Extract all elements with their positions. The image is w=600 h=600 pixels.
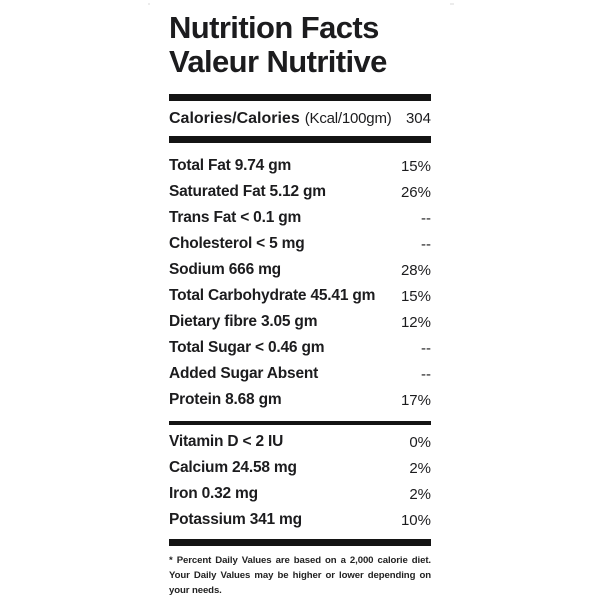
nutrient-label: Total Sugar < 0.46 gm [169,339,325,356]
nutrient-row-potassium: Potassium 341 mg 10% [169,507,431,533]
nutrient-row-iron: Iron 0.32 mg 2% [169,481,431,507]
nutrient-daily-value: 26% [400,183,431,201]
nutrient-row-vitamin-d: Vitamin D < 2 IU 0% [169,429,431,455]
nutrient-row-calcium: Calcium 24.58 mg 2% [169,455,431,481]
nutrient-daily-value: 2% [409,485,431,503]
nutrient-label: Total Fat 9.74 gm [169,157,292,174]
nutrient-row-added-sugar: Added Sugar Absent -- [169,361,431,387]
nutrient-daily-value: 15% [400,287,431,305]
nutrient-daily-value: 28% [400,261,431,279]
divider-bar-thick-bottom [169,539,431,546]
micronutrient-rows-section: Vitamin D < 2 IU 0% Calcium 24.58 mg 2% … [169,429,431,533]
nutrient-label: Potassium 341 mg [169,511,302,528]
divider-bar-thick-top [169,94,431,101]
nutrient-row-protein: Protein 8.68 gm 17% [169,387,431,413]
nutrient-label: Added Sugar Absent [169,365,319,382]
nutrient-row-total-sugar: Total Sugar < 0.46 gm -- [169,335,431,361]
nutrient-row-sodium: Sodium 666 mg 28% [169,257,431,283]
nutrient-daily-value: 10% [400,511,431,529]
nutrient-label: Iron 0.32 mg [169,485,258,502]
nutrient-daily-value: -- [421,365,431,383]
nutrient-label: Saturated Fat 5.12 gm [169,183,326,200]
nutrition-facts-label: Nutrition Facts Valeur Nutritive Calorie… [150,0,450,600]
calories-value: 304 [405,110,431,127]
nutrient-daily-value: 17% [400,391,431,409]
nutrient-label: Sodium 666 mg [169,261,281,278]
nutrient-row-cholesterol: Cholesterol < 5 mg -- [169,231,431,257]
nutrient-label: Vitamin D < 2 IU [169,433,284,450]
nutrient-daily-value: 12% [400,313,431,331]
calories-label: Calories/Calories [169,109,300,127]
nutrient-rows-section: Total Fat 9.74 gm 15% Saturated Fat 5.12… [169,153,431,413]
nutrient-daily-value: -- [421,209,431,227]
nutrient-daily-value: 2% [409,459,431,477]
nutrient-label: Cholesterol < 5 mg [169,235,305,252]
nutrient-label: Total Carbohydrate 45.41 gm [169,287,376,304]
nutrient-daily-value: 0% [409,433,431,451]
nutrient-row-dietary-fibre: Dietary fibre 3.05 gm 12% [169,309,431,335]
divider-bar-thin-middle [169,421,431,425]
nutrient-row-trans-fat: Trans Fat < 0.1 gm -- [169,205,431,231]
nutrient-label: Protein 8.68 gm [169,391,282,408]
calories-unit: (Kcal/100gm) [304,110,392,127]
nutrient-label: Trans Fat < 0.1 gm [169,209,302,226]
nutrient-daily-value: 15% [400,157,431,175]
nutrient-daily-value: -- [421,235,431,253]
label-title-english: Nutrition Facts [169,10,379,45]
nutrient-label: Calcium 24.58 mg [169,459,297,476]
nutrient-row-saturated-fat: Saturated Fat 5.12 gm 26% [169,179,431,205]
percent-daily-values-footnote: * Percent Daily Values are based on a 2,… [169,555,431,596]
calories-row: Calories/Calories (Kcal/100gm) 304 [169,101,431,136]
nutrient-daily-value: -- [421,339,431,357]
nutrient-row-total-fat: Total Fat 9.74 gm 15% [169,153,431,179]
divider-bar-thick-under-calories [169,136,431,143]
label-title-french: Valeur Nutritive [169,44,387,79]
nutrient-label: Dietary fibre 3.05 gm [169,313,318,330]
label-title: Nutrition Facts Valeur Nutritive [169,11,431,79]
nutrient-row-total-carbohydrate: Total Carbohydrate 45.41 gm 15% [169,283,431,309]
